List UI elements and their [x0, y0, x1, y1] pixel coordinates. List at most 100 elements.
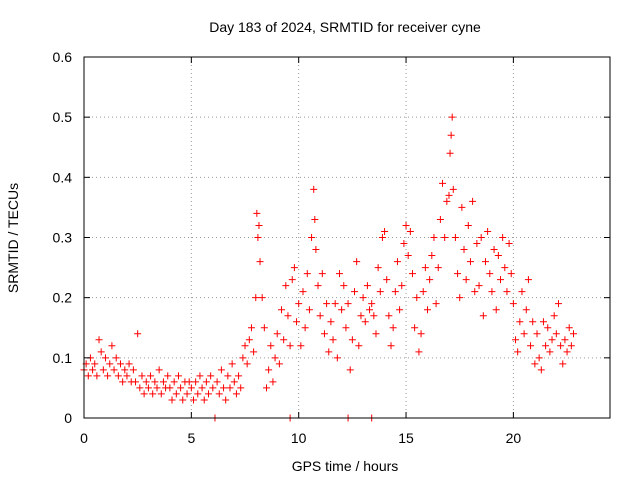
- data-points: [80, 113, 578, 422]
- data-point: [557, 342, 565, 350]
- data-point: [151, 378, 159, 386]
- data-point: [421, 264, 429, 272]
- data-point: [344, 300, 352, 308]
- data-point: [368, 300, 376, 308]
- data-point: [402, 221, 410, 229]
- data-point: [501, 264, 509, 272]
- data-point: [159, 378, 167, 386]
- data-point: [168, 396, 176, 404]
- data-point: [97, 348, 105, 356]
- data-point: [149, 390, 157, 398]
- data-point: [445, 191, 453, 199]
- data-point: [529, 318, 537, 326]
- data-point: [503, 288, 511, 296]
- data-point: [119, 378, 127, 386]
- data-point: [129, 366, 137, 374]
- data-point: [466, 258, 474, 266]
- data-point: [516, 318, 524, 326]
- data-point: [499, 234, 507, 241]
- data-point: [265, 366, 273, 374]
- data-point: [490, 246, 498, 254]
- data-point: [132, 378, 140, 386]
- data-point: [256, 258, 264, 266]
- data-point: [342, 324, 350, 332]
- data-point: [205, 390, 213, 398]
- data-point: [282, 282, 290, 290]
- data-point: [207, 372, 215, 380]
- data-point: [471, 288, 479, 296]
- data-point: [286, 342, 294, 350]
- data-point: [269, 378, 277, 386]
- data-point: [370, 312, 378, 320]
- data-point: [232, 390, 240, 398]
- data-point: [253, 209, 261, 217]
- data-point: [378, 234, 386, 241]
- data-point: [217, 366, 225, 374]
- data-point: [189, 396, 197, 404]
- data-point: [481, 258, 489, 266]
- data-point: [446, 149, 454, 157]
- data-point: [237, 384, 245, 392]
- data-point: [196, 372, 204, 380]
- y-tick-label: 0.6: [53, 49, 73, 65]
- data-point: [443, 197, 451, 205]
- data-point: [157, 390, 165, 398]
- data-point: [449, 185, 457, 193]
- data-point: [275, 360, 283, 368]
- data-point: [314, 282, 322, 290]
- data-point: [413, 294, 421, 302]
- data-point: [239, 354, 247, 362]
- data-point: [539, 318, 547, 326]
- data-point: [570, 330, 578, 338]
- data-point: [567, 342, 575, 350]
- data-point: [166, 384, 174, 392]
- data-point: [458, 203, 466, 211]
- data-point: [492, 306, 500, 314]
- data-point: [408, 270, 416, 278]
- data-point: [91, 360, 99, 368]
- data-point: [153, 384, 161, 392]
- data-point: [374, 264, 382, 272]
- y-tick-label: 0.3: [53, 230, 73, 246]
- data-point: [110, 366, 118, 374]
- data-point: [112, 354, 120, 362]
- data-point: [288, 276, 296, 284]
- data-point: [114, 372, 122, 380]
- data-point: [376, 288, 384, 296]
- data-point: [447, 131, 455, 139]
- data-point: [426, 276, 434, 284]
- data-point: [255, 221, 263, 229]
- data-point: [198, 384, 206, 392]
- data-point: [310, 185, 318, 193]
- data-point: [323, 300, 331, 308]
- x-tick-label: 15: [398, 430, 414, 446]
- data-point: [535, 354, 543, 362]
- data-point: [353, 258, 361, 266]
- data-point: [522, 306, 530, 314]
- data-point: [84, 372, 92, 380]
- data-point: [144, 384, 152, 392]
- data-point: [424, 306, 432, 314]
- data-point: [101, 354, 109, 362]
- data-point: [179, 396, 187, 404]
- data-point: [192, 378, 200, 386]
- data-point: [340, 282, 348, 290]
- data-point: [434, 264, 442, 272]
- data-point: [134, 330, 142, 338]
- data-point: [561, 336, 569, 344]
- x-tick-label: 20: [506, 430, 522, 446]
- data-point: [494, 252, 502, 260]
- data-point: [278, 306, 286, 314]
- y-tick-label: 0.4: [53, 169, 73, 185]
- data-point: [215, 390, 223, 398]
- data-point: [486, 270, 494, 278]
- data-point: [308, 234, 316, 241]
- data-point: [432, 300, 440, 308]
- data-point: [297, 342, 305, 350]
- data-point: [185, 378, 193, 386]
- data-point: [497, 276, 505, 284]
- data-point: [262, 384, 270, 392]
- x-tick-label: 0: [80, 430, 88, 446]
- data-point: [209, 384, 217, 392]
